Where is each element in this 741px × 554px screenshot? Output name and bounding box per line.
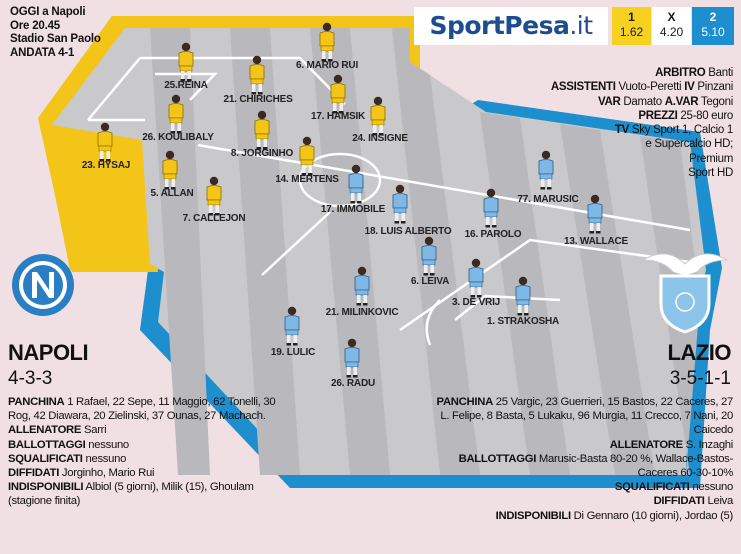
lazio-player-label: 1. STRAKOSHA — [486, 316, 560, 327]
napoli-player-label: 5. ALLAN — [150, 188, 194, 199]
first-leg-result: ANDATA 4-1 — [10, 46, 75, 59]
lazio-player-label: 19. LULIC — [270, 347, 316, 358]
napoli-player-figure — [177, 42, 195, 82]
lazio-player-figure — [514, 276, 532, 316]
lazio-player-label: 77. MARUSIC — [517, 194, 579, 205]
lazio-player-figure — [283, 306, 301, 346]
home-odds: 1 1.62 — [612, 7, 651, 45]
napoli-player-figure — [161, 150, 179, 190]
lazio-warned: DIFFIDATI Leiva — [653, 495, 734, 508]
sponsor-logo: SportPesa.it — [414, 7, 608, 45]
napoli-doubts: BALLOTTAGGI nessuno — [8, 438, 129, 451]
napoli-player-label: 26. KOULIBALY — [142, 132, 214, 143]
match-info: OGGI a Napoli Ore 20.45 Stadio San Paolo… — [10, 6, 101, 60]
lazio-player-figure — [586, 194, 604, 234]
lazio-bench: PANCHINA 25 Vargic, 23 Guerrieri, 15 Bas… — [436, 396, 734, 437]
lazio-player-label: 16. PAROLO — [464, 229, 522, 240]
lazio-player-figure — [537, 150, 555, 190]
lazio-player-figure — [343, 338, 361, 378]
napoli-player-figure — [253, 110, 271, 150]
lazio-player-figure — [482, 188, 500, 228]
napoli-warned: DIFFIDATI Jorginho, Mario Rui — [8, 467, 155, 480]
away-odds: 2 5.10 — [692, 7, 734, 45]
napoli-coach: ALLENATORE Sarri — [8, 424, 107, 437]
odds-box: SportPesa.it 1 1.62 X 4.20 2 5.10 — [414, 7, 734, 45]
napoli-player-figure — [318, 22, 336, 62]
napoli-player-label: 8. JORGINHO — [230, 148, 294, 159]
lazio-player-figure — [467, 258, 485, 298]
lazio-player-figure — [420, 236, 438, 276]
lazio-player-label: 3. DE VRIJ — [451, 297, 501, 308]
lazio-crest-icon — [641, 253, 729, 334]
lazio-player-label: 26. RADU — [331, 378, 375, 389]
match-venue-city: OGGI a Napoli — [10, 6, 86, 18]
napoli-player-figure — [298, 136, 316, 176]
match-stadium: Stadio San Paolo — [10, 33, 101, 45]
lazio-player-label: 6. LEIVA — [410, 276, 450, 287]
lazio-details: PANCHINA 25 Vargic, 23 Guerrieri, 15 Bas… — [433, 395, 734, 523]
napoli-player-label: 6. MARIO RUI — [295, 60, 359, 71]
napoli-player-label: 25.REINA — [164, 80, 208, 91]
napoli-suspended: SQUALIFICATI nessuno — [8, 452, 127, 465]
napoli-player-label: 21. CHIRICHES — [223, 94, 293, 105]
match-time: Ore 20.45 — [10, 19, 60, 32]
napoli-player-figure — [167, 94, 185, 134]
lazio-player-label: 18. LUIS ALBERTO — [364, 226, 452, 237]
lazio-formation: 3-5-1-1 — [669, 368, 731, 389]
napoli-player-label: 7. CALLEJON — [182, 213, 246, 224]
lazio-unavailable: INDISPONIBILI Di Gennaro (10 giorni), Jo… — [495, 509, 734, 522]
napoli-player-label: 23. HYSAJ — [81, 160, 131, 171]
napoli-details: PANCHINA 1 Rafael, 22 Sepe, 11 Maggio, 6… — [8, 395, 298, 509]
napoli-crest-icon — [12, 254, 74, 316]
lazio-player-label: 21. MILINKOVIC — [325, 307, 399, 318]
napoli-team-name: NAPOLI — [8, 340, 89, 365]
lazio-doubts: BALLOTTAGGI Marusic-Basta 80-20 %, Walla… — [458, 452, 734, 480]
lazio-coach: ALLENATORE S. Inzaghi — [609, 438, 734, 451]
lazio-player-label: 17. IMMOBILE — [320, 204, 386, 215]
officials-info: ARBITRO Banti ASSISTENTI Vuoto-Peretti I… — [550, 67, 733, 180]
napoli-unavailable: INDISPONIBILI Albiol (5 giorni), Milik (… — [8, 481, 254, 508]
napoli-player-figure — [205, 176, 223, 216]
lazio-player-figure — [347, 164, 365, 204]
lazio-suspended: SQUALIFICATI nessuno — [614, 481, 733, 494]
lazio-player-figure — [391, 184, 409, 224]
napoli-formation: 4-3-3 — [8, 368, 53, 389]
napoli-player-figure — [329, 74, 347, 114]
napoli-bench: PANCHINA 1 Rafael, 22 Sepe, 11 Maggio, 6… — [8, 396, 276, 423]
napoli-player-figure — [96, 122, 114, 162]
napoli-player-label: 14. MERTENS — [275, 174, 339, 185]
lazio-player-figure — [353, 266, 371, 306]
napoli-player-label: 17. HAMSIK — [310, 111, 366, 122]
napoli-player-figure — [248, 55, 266, 95]
napoli-player-label: 24. INSIGNE — [352, 133, 408, 144]
napoli-player-figure — [369, 96, 387, 136]
lazio-player-label: 13. WALLACE — [564, 236, 628, 247]
lazio-team-name: LAZIO — [667, 340, 732, 365]
draw-odds: X 4.20 — [652, 7, 691, 45]
